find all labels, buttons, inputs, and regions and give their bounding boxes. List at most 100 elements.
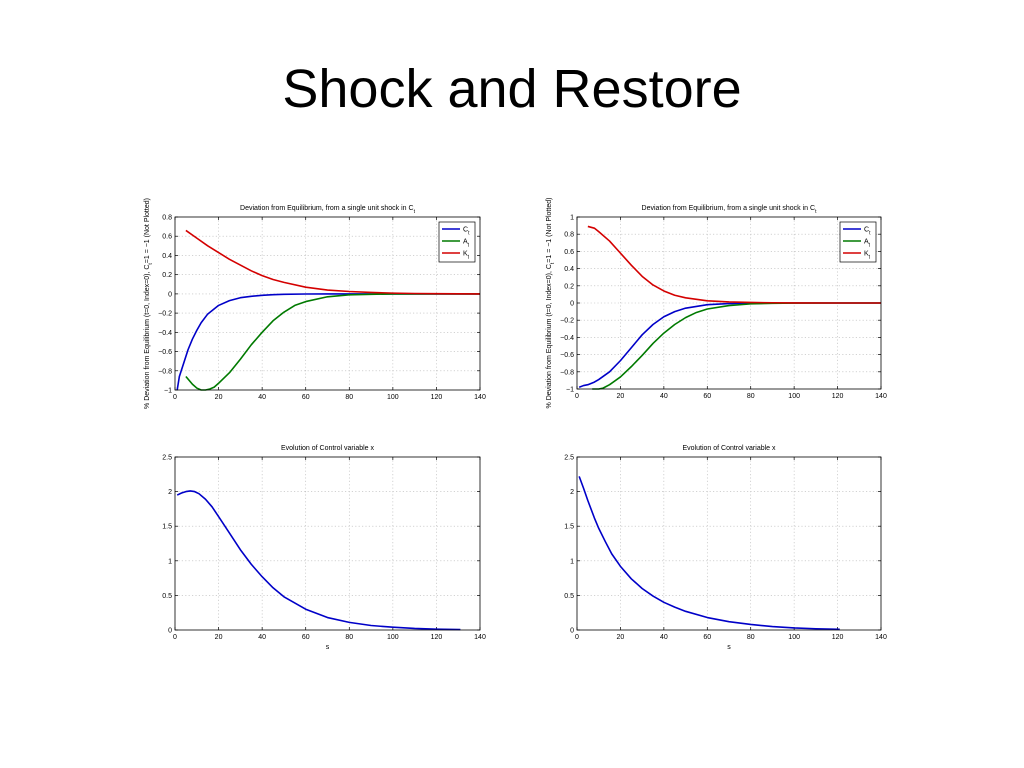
- y-tick-label: −0.2: [560, 318, 574, 325]
- x-tick-label: 120: [431, 634, 443, 641]
- chart-control-left: 0 20 40 60 80 100 120 140 0 0.5 1 1.5 2 2.5 Evolution …: [162, 445, 486, 651]
- series-line-k: [185, 229, 481, 295]
- y-axis-label-main: % Deviation from Equilibrium (t=0, Index…: [144, 265, 151, 409]
- legend-label-subscript: t: [869, 231, 871, 237]
- chart-deviation-right: 0 20 40 60 80 100 120 140 −1 −0.8 −0.6 −0.4 −0.2 0 0.2…: [546, 198, 887, 409]
- plot-area: [175, 217, 480, 390]
- x-tick-label: 100: [387, 634, 399, 641]
- y-tick-label: 2: [168, 489, 172, 496]
- legend-label-c: Ct: [864, 227, 871, 237]
- y-axis-label-subscript: t: [148, 263, 154, 265]
- x-tick-label: 120: [431, 394, 443, 401]
- chart-title: Deviation from Equilibrium, from a singl…: [240, 205, 416, 215]
- x-tick-label: 80: [747, 634, 755, 641]
- y-tick-label: 0: [570, 628, 574, 635]
- slide-title: Shock and Restore: [282, 59, 742, 119]
- legend-label-k: Kt: [864, 251, 871, 261]
- x-tick-label: 60: [703, 634, 711, 641]
- chart-title-subscript: t: [414, 209, 416, 215]
- y-tick-label: 1.5: [564, 524, 574, 531]
- series-line-x: [578, 476, 840, 631]
- x-tick-label: 140: [875, 634, 887, 641]
- y-tick-label: 2.5: [564, 455, 574, 462]
- y-tick-label: 0.4: [162, 253, 172, 260]
- x-tick-label: 140: [474, 634, 486, 641]
- x-tick-label: 0: [173, 634, 177, 641]
- y-tick-label: −0.8: [560, 369, 574, 376]
- y-tick-label: 0: [168, 628, 172, 635]
- x-tick-label: 140: [474, 394, 486, 401]
- y-tick-label: 0.2: [564, 283, 574, 290]
- chart-title: Evolution of Control variable x: [281, 445, 374, 452]
- plot-area: [577, 457, 881, 630]
- x-tick-label: 20: [617, 393, 625, 400]
- chart-control-right: 0 20 40 60 80 100 120 140 0 0.5 1 1.5 2 2.5 Evolution …: [564, 445, 887, 651]
- series-line-c: [176, 293, 480, 391]
- legend-label-main: C: [463, 227, 468, 234]
- y-tick-label: 0.6: [564, 249, 574, 256]
- y-tick-label: −0.2: [158, 311, 172, 318]
- x-tick-label: 120: [832, 634, 844, 641]
- x-tick-label: 40: [660, 393, 668, 400]
- y-tick-label: 1: [168, 558, 172, 565]
- legend-label-main: A: [864, 239, 869, 246]
- chart-deviation-left: 0 20 40 60 80 100 120 140 −1 −0.8 −0.6 −0.4 −0.2 0 0.2…: [144, 198, 486, 409]
- legend-label-a: At: [463, 239, 470, 249]
- x-tick-label: 20: [215, 394, 223, 401]
- y-axis-label: % Deviation from Equilibrium (t=0, Index…: [546, 198, 556, 409]
- x-tick-label: 140: [875, 393, 887, 400]
- x-tick-label: 60: [703, 393, 711, 400]
- x-tick-label: 80: [345, 394, 353, 401]
- y-axis-label-main: % Deviation from Equilibrium (t=0, Index…: [546, 264, 553, 408]
- x-tick-label: 100: [788, 393, 800, 400]
- y-tick-label: −0.6: [158, 349, 172, 356]
- y-tick-label: −1: [566, 387, 574, 394]
- y-tick-label: 0: [570, 301, 574, 308]
- x-tick-label: 60: [302, 394, 310, 401]
- y-axis-label-subscript: t: [550, 262, 556, 264]
- plot-frame: [174, 216, 481, 391]
- x-tick-label: 0: [575, 634, 579, 641]
- y-tick-label: 2.5: [162, 455, 172, 462]
- x-axis-label: s: [727, 644, 731, 651]
- legend-label-main: A: [463, 239, 468, 246]
- y-tick-label: 0: [168, 291, 172, 298]
- x-tick-label: 100: [387, 394, 399, 401]
- plot-frame: [576, 456, 882, 631]
- x-tick-label: 80: [747, 393, 755, 400]
- legend-label-subscript: t: [468, 231, 470, 237]
- legend-label-subscript: t: [468, 243, 470, 249]
- y-tick-label: 0.6: [162, 234, 172, 241]
- legend-label-subscript: t: [869, 255, 871, 261]
- y-tick-label: −0.8: [158, 368, 172, 375]
- y-tick-label: 0.5: [162, 593, 172, 600]
- legend-label-main: K: [864, 251, 869, 258]
- legend-label-main: K: [463, 251, 468, 258]
- x-tick-label: 40: [258, 394, 266, 401]
- chart-title-subscript: t: [815, 209, 817, 215]
- x-tick-label: 40: [258, 634, 266, 641]
- plot-frame: [576, 216, 882, 390]
- x-tick-label: 60: [302, 634, 310, 641]
- series-line-k: [587, 225, 881, 304]
- y-tick-label: 0.2: [162, 272, 172, 279]
- chart-title: Evolution of Control variable x: [683, 445, 776, 452]
- plot-frame: [174, 456, 481, 631]
- series-line-x: [176, 490, 461, 631]
- legend-label-k: Kt: [463, 251, 470, 261]
- x-tick-label: 40: [660, 634, 668, 641]
- y-tick-label: 1: [570, 215, 574, 222]
- y-tick-label: −1: [164, 388, 172, 395]
- x-tick-label: 0: [173, 394, 177, 401]
- y-axis-label-rest: =1 = −1 (Not Plotted): [144, 198, 151, 263]
- legend-box: [438, 221, 476, 263]
- y-tick-label: 0.4: [564, 266, 574, 273]
- x-axis-label: s: [326, 644, 330, 651]
- x-tick-label: 100: [788, 634, 800, 641]
- y-tick-label: −0.4: [158, 330, 172, 337]
- y-tick-label: 1.5: [162, 524, 172, 531]
- legend-label-c: Ct: [463, 227, 470, 237]
- y-tick-label: 2: [570, 489, 574, 496]
- legend-label-subscript: t: [468, 255, 470, 261]
- x-tick-label: 120: [832, 393, 844, 400]
